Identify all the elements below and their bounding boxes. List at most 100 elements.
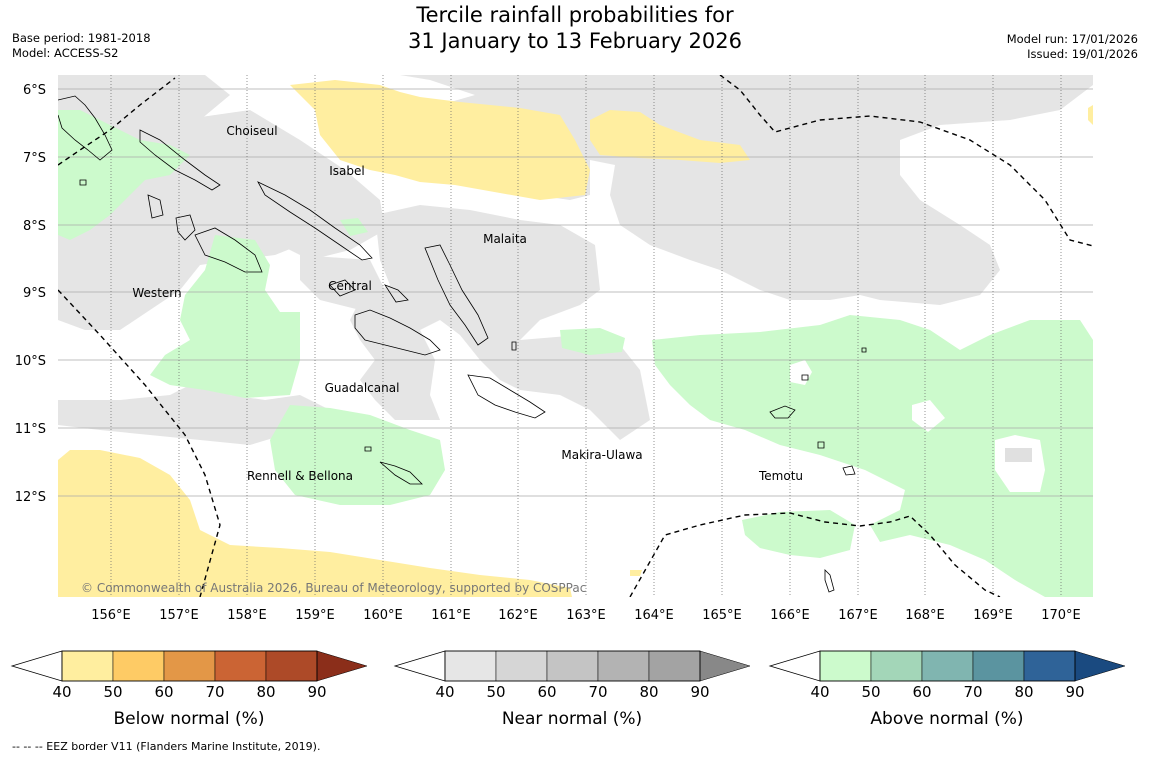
issued-date: Issued: 19/01/2026: [1027, 47, 1138, 61]
colorbar-below-swatch: [112, 650, 165, 682]
title-line-1: Tercile rainfall probabilities for: [416, 3, 734, 27]
colorbar-above-label: Above normal (%): [870, 709, 1024, 729]
lon-label: 157°E: [159, 608, 199, 623]
colorbar-tick: 80: [256, 683, 276, 701]
below-normal-area-south: [58, 450, 572, 597]
colorbar-tick: 40: [810, 683, 830, 701]
province-label-choiseul: Choiseul: [226, 124, 277, 138]
reef-island: [861, 347, 867, 353]
colorbar-near-upper-extension: [699, 650, 751, 682]
colorbar-above-normal: 40 50 60 70 80 90 Above normal (%): [768, 650, 1128, 740]
colorbar-near-swatch: [495, 650, 548, 682]
colorbar-near-graphic: [393, 650, 751, 682]
gridlines: [58, 75, 1093, 597]
lon-label: 162°E: [498, 608, 538, 623]
province-label-temotu: Temotu: [758, 469, 803, 483]
near-normal-area-northeast: [400, 75, 1093, 305]
model-name: Model: ACCESS-S2: [12, 46, 119, 60]
colorbar-above-swatch: [972, 650, 1025, 682]
lat-label: 9°S: [23, 286, 46, 301]
colorbar-tick: 60: [912, 683, 932, 701]
eez-border-northeast: [719, 75, 1093, 247]
eez-border-south: [629, 512, 1001, 597]
latitude-labels: 6°S 7°S 8°S 9°S 10°S 11°S 12°S: [15, 83, 46, 505]
near-normal-inset: [1005, 448, 1032, 462]
colorbar-above-swatch: [1023, 650, 1076, 682]
kolombangara-island: [175, 214, 196, 241]
colorbar-below-upper-extension: [316, 650, 368, 682]
colorbar-above-swatch: [870, 650, 923, 682]
near-normal-area-isabel: [170, 110, 385, 260]
near-normal-area-southwest: [58, 380, 330, 445]
longitude-labels: 156°E 157°E 158°E 159°E 160°E 161°E 162°…: [91, 608, 1081, 623]
above-normal-area-rennell: [270, 405, 445, 505]
lon-label: 160°E: [363, 608, 403, 623]
colorbar-near-swatch: [444, 650, 497, 682]
title-line-2: 31 January to 13 February 2026: [407, 29, 742, 53]
colorbar-tick: 50: [486, 683, 506, 701]
below-normal-area-north: [290, 80, 590, 200]
colorbar-tick: 80: [1014, 683, 1034, 701]
colorbar-below-swatch: [265, 650, 318, 682]
map-title: Tercile rainfall probabilities for 31 Ja…: [0, 2, 1150, 54]
above-normal-area-east: [652, 315, 1093, 597]
vella-lavella-island: [147, 194, 164, 219]
lat-label: 10°S: [15, 354, 46, 369]
colorbar-below-lower-extension: [10, 650, 63, 682]
bellona-island: [364, 446, 372, 452]
above-normal-area-west: [150, 235, 300, 398]
province-label-makira-ulawa: Makira-Ulawa: [561, 448, 642, 462]
colorbar-tick: 60: [537, 683, 557, 701]
copyright-notice: © Commonwealth of Australia 2026, Bureau…: [81, 581, 586, 595]
province-label-guadalcanal: Guadalcanal: [325, 381, 400, 395]
neutral-patch-1: [790, 360, 812, 385]
isabel-island: [257, 181, 373, 261]
lat-label: 12°S: [15, 490, 46, 505]
colorbar-near-swatch: [597, 650, 650, 682]
colorbar-tick: 40: [435, 683, 455, 701]
bougainville-island: [58, 95, 113, 161]
santa-cruz-island: [769, 405, 796, 419]
province-labels: Choiseul Isabel Malaita Western Central …: [132, 124, 803, 483]
near-normal-area-malaita: [350, 205, 650, 440]
makira-island: [467, 374, 546, 419]
base-period: Base period: 1981-2018: [12, 31, 151, 45]
choiseul-island: [139, 129, 221, 191]
lon-label: 170°E: [1041, 608, 1081, 623]
colorbar-tick: 70: [963, 683, 983, 701]
below-normal-areas: [58, 80, 1093, 597]
colorbar-above-swatch: [921, 650, 974, 682]
lon-label: 156°E: [91, 608, 131, 623]
vanikoro-island: [817, 441, 825, 449]
colorbar-above-frame: [819, 650, 1076, 682]
new-georgia-island: [194, 227, 263, 273]
lon-label: 166°E: [770, 608, 810, 623]
lon-label: 165°E: [702, 608, 742, 623]
above-normal-area-small: [560, 328, 625, 355]
colorbar-below-normal: 40 50 60 70 80 90 Below normal (%): [10, 650, 370, 740]
lat-label: 8°S: [23, 219, 46, 234]
colorbar-tick: 70: [588, 683, 608, 701]
province-label-malaita: Malaita: [483, 232, 527, 246]
colorbar-tick: 50: [103, 683, 123, 701]
colorbar-near-swatch: [546, 650, 599, 682]
run-info: Model run: 17/01/2026 Issued: 19/01/2026: [1007, 32, 1138, 62]
colorbar-below-swatch: [214, 650, 267, 682]
colorbar-tick: 70: [205, 683, 225, 701]
lon-label: 159°E: [295, 608, 335, 623]
duff-islands: [801, 374, 809, 381]
lon-label: 168°E: [905, 608, 945, 623]
colorbar-tick: 50: [861, 683, 881, 701]
colorbar-tick: 80: [639, 683, 659, 701]
colorbar-near-label: Near normal (%): [501, 709, 643, 729]
colorbar-near-frame: [444, 650, 701, 682]
colorbar-tick: 90: [1065, 683, 1085, 701]
florida-islands: [329, 279, 356, 297]
province-label-central: Central: [328, 279, 372, 293]
lat-label: 6°S: [23, 83, 46, 98]
russell-islands: [383, 284, 409, 303]
above-normal-area-isabel: [340, 218, 368, 236]
eez-border-southwest: [58, 289, 221, 597]
colorbar-below-graphic: [10, 650, 368, 682]
eez-border-note: -- -- -- EEZ border V11 (Flanders Marine…: [12, 740, 321, 753]
